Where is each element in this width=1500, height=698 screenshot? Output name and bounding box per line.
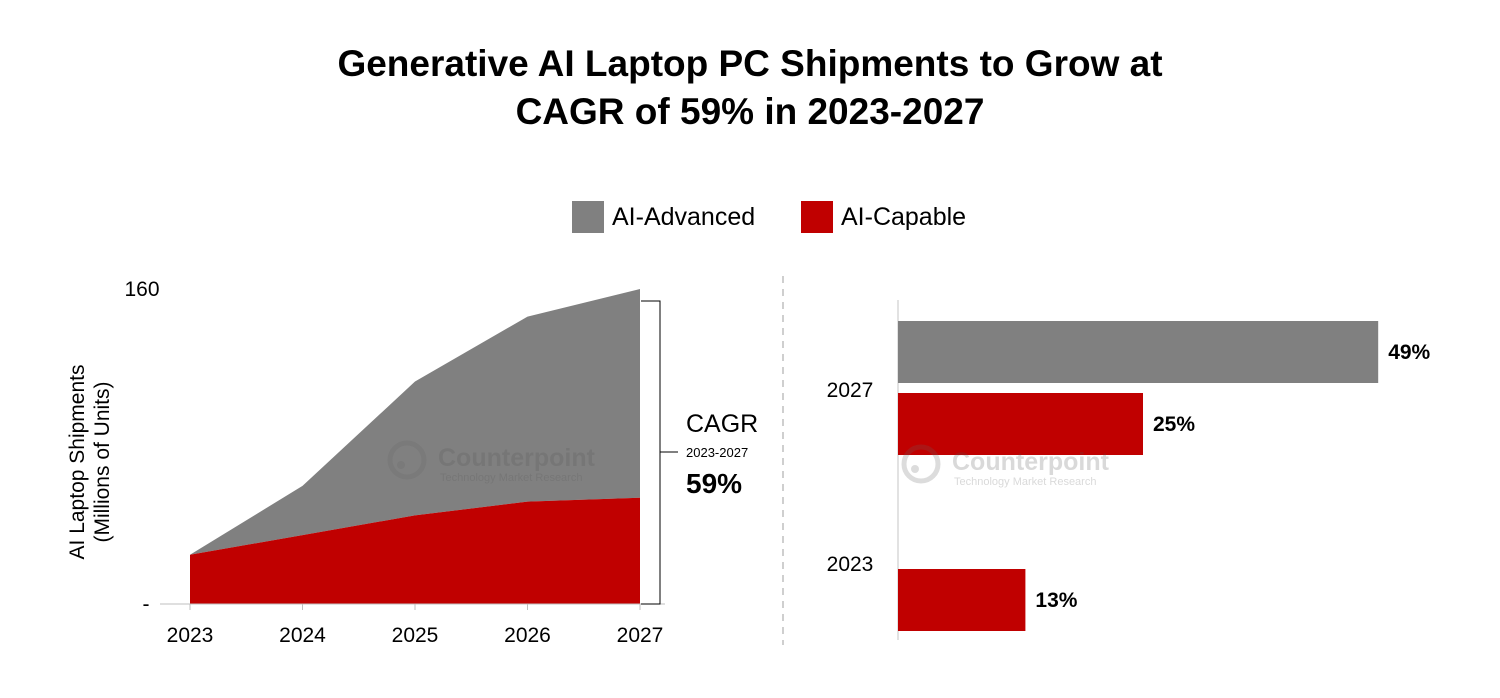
bar-label-2027-ai-advanced: 49% — [1388, 341, 1430, 364]
legend-item-ai-capable: AI-Capable — [801, 199, 966, 235]
chart-title-line2: CAGR of 59% in 2023-2027 — [515, 91, 985, 132]
bar-label-2023-ai-capable: 13% — [1035, 589, 1077, 612]
legend-swatch-ai-capable — [801, 201, 833, 233]
area-series-ai-advanced — [190, 289, 640, 555]
watermark-logo-dot — [397, 461, 405, 469]
legend: AI-Advanced AI-Capable — [0, 199, 1500, 235]
bar-category-2023: 2023 — [827, 553, 874, 576]
cagr-value: 59% — [686, 468, 742, 499]
legend-item-ai-advanced: AI-Advanced — [572, 199, 755, 235]
legend-label-ai-capable: AI-Capable — [841, 202, 967, 231]
cagr-bracket — [641, 300, 661, 605]
x-tick-label-2023: 2023 — [167, 624, 214, 647]
bar-category-2027: 2027 — [827, 379, 874, 402]
watermark-left: Counterpoint Technology Market Research — [387, 440, 596, 484]
y-tick-max: 160 — [124, 278, 159, 301]
legend-swatch-ai-advanced — [572, 201, 604, 233]
watermark-tagline-right: Technology Market Research — [954, 476, 1096, 488]
bar-2023-ai-capable — [898, 569, 1026, 631]
bar-label-2027-ai-capable: 25% — [1153, 413, 1195, 436]
x-tick-label-2024: 2024 — [279, 624, 326, 647]
legend-label-ai-advanced: AI-Advanced — [612, 202, 756, 231]
cagr-label: CAGR — [686, 410, 758, 438]
x-tick-label-2026: 2026 — [504, 624, 551, 647]
y-tick-zero: - — [143, 593, 150, 616]
watermark-logo-icon — [387, 440, 427, 480]
area-series-ai-capable — [190, 497, 640, 604]
y-axis-label-line1: AI Laptop Shipments — [66, 365, 89, 560]
watermark-brand-right: Counterpoint — [952, 448, 1110, 476]
chart-title-line1: Generative AI Laptop PC Shipments to Gro… — [337, 43, 1163, 84]
chart-title: Generative AI Laptop PC Shipments to Gro… — [0, 40, 1500, 136]
bar-2027-ai-capable — [898, 393, 1143, 455]
area-chart: 2023 2024 2025 2026 2027 160 - AI Laptop Shi… — [66, 278, 758, 647]
watermark-right: Counterpoint Technology Market Research — [901, 444, 1110, 488]
x-ticks: 2023 2024 2025 2026 2027 — [167, 604, 664, 647]
bar-chart: 2027 2023 49% 25% 13% — [827, 300, 1431, 640]
y-axis-label-line2: (Millions of Units) — [91, 381, 114, 542]
y-axis-label: AI Laptop Shipments (Millions of Units) — [66, 365, 114, 560]
x-tick-label-2025: 2025 — [392, 624, 439, 647]
watermark-logo-icon-right — [901, 444, 941, 484]
watermark-tagline: Technology Market Research — [440, 472, 582, 484]
bar-2027-ai-advanced — [898, 321, 1379, 383]
watermark-brand: Counterpoint — [438, 444, 596, 472]
cagr-period: 2023-2027 — [686, 445, 748, 460]
x-tick-label-2027: 2027 — [617, 624, 664, 647]
watermark-logo-dot-right — [911, 465, 919, 473]
